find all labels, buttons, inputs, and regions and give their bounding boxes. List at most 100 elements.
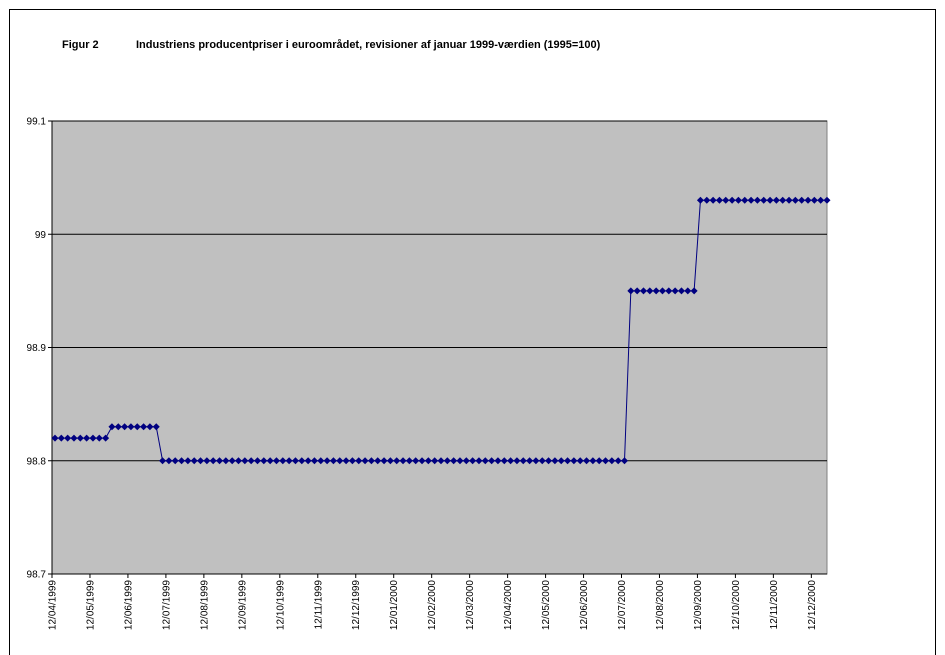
data-point xyxy=(304,457,312,465)
data-point xyxy=(526,457,534,465)
x-tick-label: 12/10/2000 xyxy=(731,580,742,630)
data-point xyxy=(633,287,641,295)
data-point xyxy=(412,457,420,465)
data-point xyxy=(178,457,186,465)
data-point xyxy=(95,434,103,442)
data-point xyxy=(70,434,78,442)
x-tick-label: 12/01/2000 xyxy=(389,580,400,630)
x-tick-label: 12/02/2000 xyxy=(427,580,438,630)
x-tick-label: 12/12/2000 xyxy=(807,580,818,630)
data-point xyxy=(798,196,806,204)
data-point xyxy=(614,457,622,465)
data-point xyxy=(753,196,761,204)
data-point xyxy=(209,457,217,465)
data-point xyxy=(171,457,179,465)
data-point xyxy=(583,457,591,465)
x-tick-label: 12/09/2000 xyxy=(693,580,704,630)
data-point xyxy=(519,457,527,465)
data-point xyxy=(779,196,787,204)
data-point xyxy=(728,196,736,204)
x-tick-label: 12/08/2000 xyxy=(655,580,666,630)
data-point xyxy=(715,196,723,204)
x-tick-label: 12/05/2000 xyxy=(541,580,552,630)
data-point xyxy=(355,457,363,465)
data-point xyxy=(114,423,122,431)
x-tick-label: 12/12/1999 xyxy=(351,580,362,630)
data-point xyxy=(165,457,173,465)
data-point xyxy=(279,457,287,465)
data-point xyxy=(456,457,464,465)
y-tick-label: 98.9 xyxy=(27,343,47,354)
data-point xyxy=(159,457,167,465)
data-point xyxy=(665,287,673,295)
data-point xyxy=(228,457,236,465)
data-point xyxy=(121,423,129,431)
x-tick-label: 12/07/2000 xyxy=(617,580,628,630)
data-point xyxy=(393,457,401,465)
x-tick-label: 12/06/1999 xyxy=(123,580,134,630)
data-point xyxy=(76,434,84,442)
data-point xyxy=(823,196,831,204)
data-point xyxy=(462,457,470,465)
data-point xyxy=(51,434,59,442)
x-tick-label: 12/06/2000 xyxy=(579,580,590,630)
data-point xyxy=(83,434,91,442)
data-point xyxy=(677,287,685,295)
x-tick-label: 12/09/1999 xyxy=(237,580,248,630)
data-point xyxy=(589,457,597,465)
data-point xyxy=(772,196,780,204)
y-tick-label: 98.7 xyxy=(27,570,47,581)
data-point xyxy=(627,287,635,295)
data-point xyxy=(348,457,356,465)
data-point xyxy=(545,457,553,465)
data-point xyxy=(127,423,135,431)
data-point xyxy=(513,457,521,465)
data-point xyxy=(570,457,578,465)
x-tick-label: 12/03/2000 xyxy=(465,580,476,630)
data-point xyxy=(766,196,774,204)
x-tick-label: 12/08/1999 xyxy=(199,580,210,630)
data-point xyxy=(146,423,154,431)
data-point xyxy=(386,457,394,465)
y-tick-label: 99 xyxy=(35,230,47,241)
data-point xyxy=(690,287,698,295)
data-point xyxy=(272,457,280,465)
x-tick-label: 12/04/1999 xyxy=(48,580,59,630)
data-point xyxy=(703,196,711,204)
data-point xyxy=(336,457,344,465)
data-point xyxy=(810,196,818,204)
data-point xyxy=(235,457,243,465)
data-point xyxy=(671,287,679,295)
data-point xyxy=(222,457,230,465)
data-point xyxy=(696,196,704,204)
data-point xyxy=(564,457,572,465)
data-point xyxy=(266,457,274,465)
data-point xyxy=(532,457,540,465)
data-point xyxy=(203,457,211,465)
x-tick-label: 12/10/1999 xyxy=(275,580,286,630)
data-point xyxy=(595,457,603,465)
data-point xyxy=(785,196,793,204)
data-point xyxy=(361,457,369,465)
data-point xyxy=(450,457,458,465)
data-point xyxy=(247,457,255,465)
data-point xyxy=(507,457,515,465)
data-point xyxy=(64,434,72,442)
data-point xyxy=(709,196,717,204)
data-point xyxy=(494,457,502,465)
data-point xyxy=(380,457,388,465)
data-point xyxy=(253,457,261,465)
data-point xyxy=(298,457,306,465)
data-point xyxy=(475,457,483,465)
data-point xyxy=(133,423,141,431)
data-point xyxy=(741,196,749,204)
data-point xyxy=(57,434,65,442)
data-point xyxy=(291,457,299,465)
data-point xyxy=(557,457,565,465)
data-point xyxy=(216,457,224,465)
data-point xyxy=(488,457,496,465)
data-point xyxy=(317,457,325,465)
data-point xyxy=(424,457,432,465)
data-point xyxy=(684,287,692,295)
